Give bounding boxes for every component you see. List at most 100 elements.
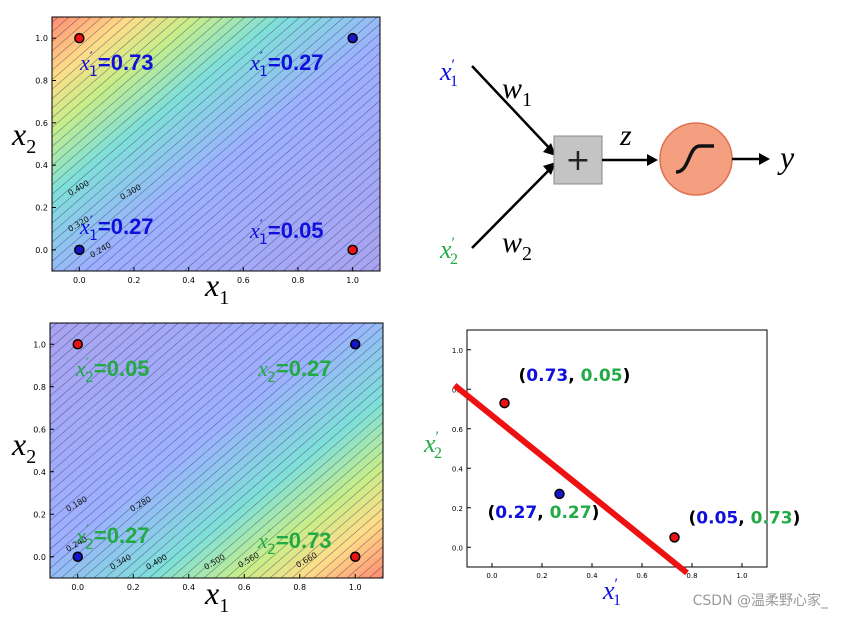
x-tick-label: 0.2 bbox=[127, 583, 140, 592]
bottom-ylabel: x2 bbox=[11, 426, 36, 468]
contour-line bbox=[291, 498, 383, 578]
sigmoid-icon bbox=[675, 144, 714, 174]
contour-line bbox=[50, 323, 311, 550]
contour-line bbox=[258, 469, 383, 578]
contour-line bbox=[50, 323, 168, 426]
watermark: CSDN @温柔野心家_ bbox=[692, 593, 828, 609]
contour-line bbox=[181, 402, 383, 578]
contour-line bbox=[50, 323, 234, 483]
contour-line bbox=[52, 17, 279, 215]
contour-line bbox=[172, 90, 380, 271]
contour-line bbox=[50, 323, 333, 569]
contour-line bbox=[192, 412, 383, 578]
contour-line bbox=[117, 42, 380, 271]
y-tick-label: 0.6 bbox=[35, 119, 48, 128]
contour-line bbox=[52, 17, 136, 90]
x-tick-label: 1.0 bbox=[346, 276, 359, 285]
contour-line bbox=[269, 479, 383, 578]
y-tick-label: 0.2 bbox=[452, 505, 463, 513]
contour-line bbox=[492, 17, 784, 271]
contour-line bbox=[249, 157, 380, 271]
point-coordinate-label: (0.05, 0.73) bbox=[689, 508, 801, 528]
contour-line bbox=[126, 354, 383, 578]
z-arrowhead bbox=[647, 154, 658, 166]
contour-line bbox=[404, 17, 696, 271]
contour-line bbox=[183, 100, 380, 271]
contour-line bbox=[50, 323, 135, 397]
feature-value-annotation: x′ 1=0.27 bbox=[249, 50, 324, 80]
contour-line bbox=[115, 345, 383, 578]
x-tick-label: 0.6 bbox=[237, 276, 250, 285]
contour-line bbox=[50, 323, 201, 455]
red-data-point bbox=[74, 32, 85, 44]
contour-line bbox=[52, 17, 268, 205]
y-tick-label: 0.8 bbox=[35, 77, 48, 86]
contour-line bbox=[50, 323, 300, 541]
feature-value-annotation: x′ 1=0.27 bbox=[79, 214, 154, 244]
contour-line bbox=[50, 323, 289, 531]
top-ylabel-sym: x bbox=[11, 116, 26, 152]
contour-line bbox=[216, 128, 380, 271]
contour-line bbox=[82, 323, 377, 578]
contour-line bbox=[52, 17, 246, 186]
activation-node bbox=[659, 122, 733, 196]
w1-arrowhead bbox=[543, 143, 556, 156]
contour-line bbox=[50, 323, 113, 378]
w1-arrow bbox=[471, 65, 554, 153]
x-tick-label: 0.4 bbox=[182, 276, 195, 285]
x-tick-label: 0.4 bbox=[586, 572, 598, 580]
blue-data-point bbox=[350, 339, 361, 350]
x-tick-label: 0.0 bbox=[486, 572, 497, 580]
contour-line bbox=[159, 383, 383, 578]
x-tick-label: 0.2 bbox=[128, 276, 141, 285]
w2-arrowhead bbox=[543, 162, 556, 175]
contour-line bbox=[52, 17, 202, 148]
contour-line bbox=[139, 61, 380, 271]
contour-line bbox=[52, 17, 224, 167]
x-tick-label: 0.2 bbox=[536, 572, 547, 580]
y-tick-label: 0.4 bbox=[452, 465, 464, 473]
y-tick-label: 0.2 bbox=[33, 510, 46, 519]
contour-line bbox=[52, 17, 169, 119]
y-tick-label: 0.0 bbox=[452, 544, 463, 552]
top-xlabel-sub: 1 bbox=[219, 287, 229, 309]
contour-line bbox=[50, 323, 267, 512]
red-data-point bbox=[350, 551, 361, 562]
x-tick-label: 0.8 bbox=[292, 276, 305, 285]
contour-line bbox=[52, 17, 191, 138]
contour-line bbox=[60, 323, 355, 578]
contour-line bbox=[170, 393, 383, 578]
blue-data-point bbox=[74, 244, 85, 256]
contour-line bbox=[52, 17, 345, 271]
sum-symbol: + bbox=[565, 143, 590, 178]
contour-line bbox=[194, 109, 380, 271]
feature-value-annotation: x′ 2=0.27 bbox=[75, 523, 150, 553]
scatter-plot-area bbox=[466, 329, 768, 568]
contour-line bbox=[313, 517, 383, 578]
contour-line bbox=[302, 508, 383, 578]
red-data-point bbox=[347, 244, 358, 256]
contour-line bbox=[50, 323, 190, 445]
contour-line bbox=[304, 205, 380, 271]
feature-value-annotation: x′ 2=0.27 bbox=[257, 356, 332, 386]
y-tick-label: 1.0 bbox=[35, 34, 48, 43]
y-tick-label: 0.4 bbox=[35, 161, 48, 170]
contour-line bbox=[203, 421, 383, 578]
contour-line bbox=[324, 527, 383, 578]
decision-boundary-line bbox=[452, 382, 689, 576]
contour-line bbox=[50, 323, 223, 474]
contour-line bbox=[161, 81, 380, 271]
x-tick-label: 0.0 bbox=[71, 583, 84, 592]
y-tick-label: 0.0 bbox=[35, 246, 48, 255]
bottom-ylabel-sym: x bbox=[11, 426, 26, 462]
contour-line bbox=[293, 195, 380, 271]
bottom-xlabel-sym: x bbox=[204, 575, 219, 611]
red-data-point bbox=[72, 339, 83, 350]
x-tick-label: 1.0 bbox=[736, 572, 747, 580]
contour-line bbox=[150, 71, 380, 271]
contour-line bbox=[73, 17, 367, 271]
top-xlabel-sym: x bbox=[204, 267, 219, 303]
y-tick-label: 0.2 bbox=[35, 204, 48, 213]
contour-line bbox=[315, 214, 380, 271]
contour-line bbox=[106, 33, 380, 271]
